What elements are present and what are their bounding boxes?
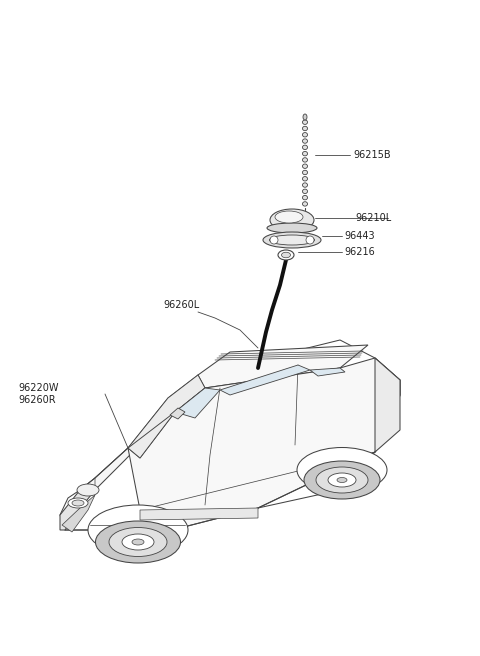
Ellipse shape bbox=[302, 195, 308, 200]
Ellipse shape bbox=[303, 114, 307, 120]
Ellipse shape bbox=[302, 201, 308, 206]
Polygon shape bbox=[220, 365, 310, 395]
Polygon shape bbox=[175, 388, 220, 418]
Ellipse shape bbox=[122, 534, 154, 550]
Ellipse shape bbox=[270, 236, 278, 244]
Polygon shape bbox=[375, 358, 400, 452]
Ellipse shape bbox=[306, 236, 314, 244]
Ellipse shape bbox=[77, 484, 99, 496]
Polygon shape bbox=[140, 508, 258, 520]
Ellipse shape bbox=[96, 521, 180, 563]
Ellipse shape bbox=[275, 211, 303, 223]
Text: 96260L: 96260L bbox=[164, 300, 200, 310]
Text: 96260R: 96260R bbox=[18, 395, 56, 405]
Ellipse shape bbox=[302, 157, 308, 162]
Text: 96443: 96443 bbox=[344, 231, 374, 241]
Ellipse shape bbox=[263, 232, 321, 248]
Ellipse shape bbox=[302, 164, 308, 169]
Ellipse shape bbox=[302, 183, 308, 187]
Polygon shape bbox=[170, 408, 185, 419]
Ellipse shape bbox=[304, 461, 380, 499]
Ellipse shape bbox=[328, 473, 356, 487]
Polygon shape bbox=[310, 368, 345, 376]
Ellipse shape bbox=[302, 189, 308, 194]
Ellipse shape bbox=[267, 223, 317, 233]
Polygon shape bbox=[198, 345, 368, 388]
Ellipse shape bbox=[270, 209, 314, 231]
Polygon shape bbox=[80, 412, 175, 490]
Ellipse shape bbox=[302, 171, 308, 174]
Ellipse shape bbox=[302, 176, 308, 181]
Text: 96215B: 96215B bbox=[353, 150, 391, 160]
Ellipse shape bbox=[316, 467, 368, 493]
Ellipse shape bbox=[337, 478, 347, 483]
Ellipse shape bbox=[72, 500, 84, 506]
Polygon shape bbox=[60, 340, 400, 530]
Text: 96210L: 96210L bbox=[355, 213, 391, 223]
Ellipse shape bbox=[109, 527, 167, 556]
Ellipse shape bbox=[297, 447, 387, 493]
Ellipse shape bbox=[88, 505, 188, 555]
Polygon shape bbox=[128, 375, 205, 458]
Ellipse shape bbox=[132, 539, 144, 545]
Ellipse shape bbox=[68, 498, 88, 508]
Ellipse shape bbox=[269, 235, 314, 245]
Ellipse shape bbox=[302, 139, 308, 143]
Text: 96220W: 96220W bbox=[18, 383, 59, 393]
Ellipse shape bbox=[302, 127, 308, 131]
Ellipse shape bbox=[302, 145, 308, 150]
Text: 96216: 96216 bbox=[344, 247, 375, 257]
Polygon shape bbox=[62, 495, 95, 532]
Ellipse shape bbox=[278, 250, 294, 260]
Ellipse shape bbox=[302, 152, 308, 156]
Ellipse shape bbox=[302, 133, 308, 137]
Ellipse shape bbox=[281, 253, 290, 258]
Polygon shape bbox=[60, 490, 95, 530]
Polygon shape bbox=[128, 358, 400, 530]
Ellipse shape bbox=[302, 120, 308, 125]
